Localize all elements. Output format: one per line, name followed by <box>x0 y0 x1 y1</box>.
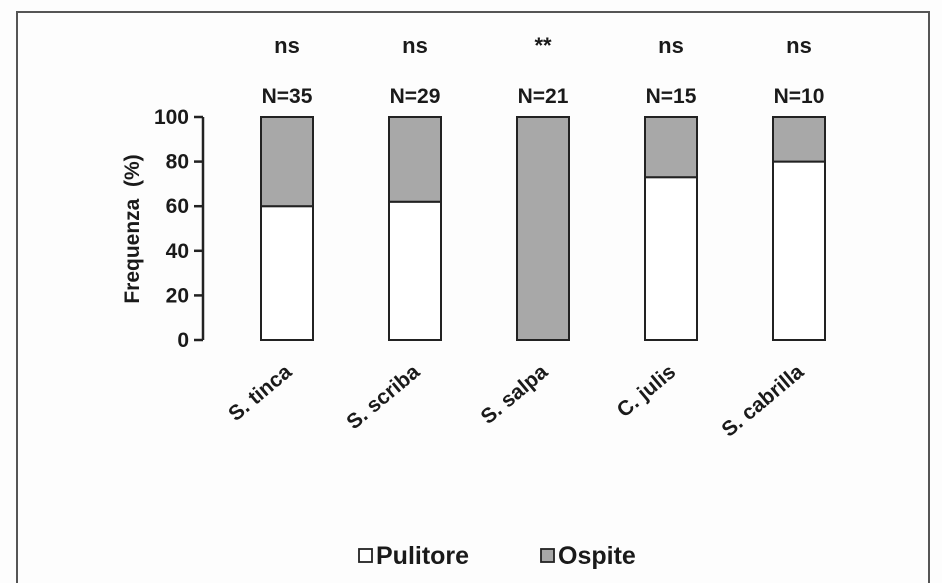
significance-label: ns <box>658 33 684 58</box>
sample-size-label: N=10 <box>774 85 825 108</box>
x-tick-label: S. salpa <box>477 360 553 429</box>
significance-label: ns <box>402 33 428 58</box>
bar-segment-pulitore <box>644 176 698 341</box>
significance-label: ** <box>534 33 552 58</box>
bar-annotations: ns N=35 ns N=29 ** N=21 ns N=15 ns N=10 <box>262 33 825 108</box>
significance-label: ns <box>786 33 812 58</box>
x-tick-labels: S. tinca S. scriba S. salpa C. julis S. cabr… <box>224 360 808 442</box>
y-tick-label: 60 <box>166 195 189 218</box>
bar-segment-ospite <box>260 116 314 208</box>
legend-swatch <box>540 548 555 563</box>
bar-segment-ospite <box>388 116 442 203</box>
x-tick-label: S. cabrilla <box>717 360 808 442</box>
x-tick-label: S. tinca <box>224 360 296 426</box>
bar-segment-pulitore <box>772 160 826 341</box>
bar-segment-ospite <box>516 116 570 341</box>
axes: 0 20 40 60 80 100 <box>154 106 205 352</box>
bar-segment-pulitore <box>388 200 442 341</box>
sample-size-label: N=21 <box>518 85 569 108</box>
y-tick-label: 20 <box>166 284 189 307</box>
bar-segment-ospite <box>772 116 826 163</box>
bar-segment-ospite <box>644 116 698 179</box>
x-tick-label: C. julis <box>613 360 681 422</box>
legend-label: Pulitore <box>376 542 469 570</box>
sample-size-label: N=35 <box>262 85 313 108</box>
significance-label: ns <box>274 33 300 58</box>
bars <box>260 116 826 341</box>
legend-swatch <box>358 548 373 563</box>
y-tick-label: 40 <box>166 240 189 263</box>
y-tick-label: 80 <box>166 151 189 174</box>
y-tick-label: 100 <box>154 106 189 129</box>
legend: Pulitore Ospite <box>358 542 636 570</box>
legend-label: Ospite <box>558 542 636 570</box>
x-tick-label: S. scriba <box>342 360 424 434</box>
bar-segment-pulitore <box>260 205 314 341</box>
y-axis-label: Frequenza (%) <box>121 154 144 303</box>
y-tick-label: 0 <box>177 329 189 352</box>
sample-size-label: N=29 <box>390 85 441 108</box>
sample-size-label: N=15 <box>646 85 697 108</box>
